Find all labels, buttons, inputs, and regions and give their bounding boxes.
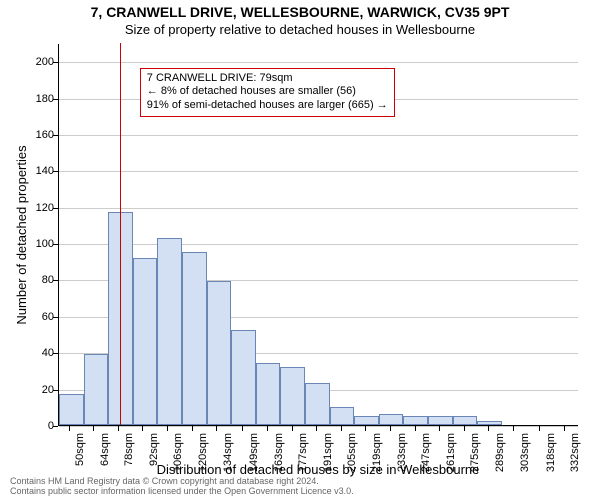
histogram-bar bbox=[477, 421, 502, 425]
histogram-bar bbox=[305, 383, 330, 425]
x-tick-label: 303sqm bbox=[519, 433, 531, 472]
histogram-bar bbox=[379, 414, 404, 425]
x-tick-label: 191sqm bbox=[322, 433, 334, 472]
y-tick-mark bbox=[53, 244, 58, 245]
gridline bbox=[59, 208, 578, 209]
x-tick-label: 177sqm bbox=[297, 433, 309, 472]
x-tick-mark bbox=[292, 426, 293, 431]
x-tick-label: 149sqm bbox=[248, 433, 260, 472]
x-tick-mark bbox=[341, 426, 342, 431]
y-tick-mark bbox=[53, 135, 58, 136]
x-tick-label: 318sqm bbox=[545, 433, 557, 472]
x-tick-label: 64sqm bbox=[99, 433, 111, 466]
annotation-line: ← 8% of detached houses are smaller (56) bbox=[147, 85, 388, 99]
histogram-bar bbox=[157, 238, 182, 425]
y-tick-mark bbox=[53, 280, 58, 281]
y-tick-mark bbox=[53, 353, 58, 354]
y-tick-label: 160 bbox=[36, 129, 54, 141]
histogram-bar bbox=[84, 354, 109, 425]
x-tick-label: 261sqm bbox=[445, 433, 457, 472]
x-tick-label: 247sqm bbox=[420, 433, 432, 472]
x-tick-mark bbox=[390, 426, 391, 431]
gridline bbox=[59, 426, 578, 427]
y-tick-mark bbox=[53, 426, 58, 427]
x-tick-label: 50sqm bbox=[74, 433, 86, 466]
plot-area: 7 CRANWELL DRIVE: 79sqm← 8% of detached … bbox=[58, 44, 578, 426]
x-tick-label: 233sqm bbox=[396, 433, 408, 472]
y-tick-mark bbox=[53, 317, 58, 318]
y-tick-mark bbox=[53, 62, 58, 63]
x-tick-label: 205sqm bbox=[346, 433, 358, 472]
x-tick-label: 289sqm bbox=[494, 433, 506, 472]
x-tick-label: 92sqm bbox=[148, 433, 160, 466]
x-tick-mark bbox=[365, 426, 366, 431]
y-tick-label: 140 bbox=[36, 165, 54, 177]
histogram-bar bbox=[428, 416, 453, 425]
gridline bbox=[59, 244, 578, 245]
x-tick-label: 78sqm bbox=[123, 433, 135, 466]
histogram-bar bbox=[231, 330, 256, 425]
x-tick-label: 332sqm bbox=[569, 433, 581, 472]
histogram-bar bbox=[354, 416, 379, 425]
x-tick-mark bbox=[93, 426, 94, 431]
x-tick-label: 134sqm bbox=[222, 433, 234, 472]
x-tick-mark bbox=[316, 426, 317, 431]
x-tick-mark bbox=[439, 426, 440, 431]
histogram-bar bbox=[256, 363, 281, 425]
x-tick-mark bbox=[242, 426, 243, 431]
chart-title-line1: 7, CRANWELL DRIVE, WELLESBOURNE, WARWICK… bbox=[0, 4, 600, 20]
chart-title-line2: Size of property relative to detached ho… bbox=[0, 22, 600, 37]
x-tick-mark bbox=[167, 426, 168, 431]
x-tick-mark bbox=[513, 426, 514, 431]
histogram-bar bbox=[182, 252, 207, 425]
histogram-bar bbox=[133, 258, 158, 425]
y-tick-mark bbox=[53, 171, 58, 172]
x-tick-mark bbox=[69, 426, 70, 431]
figure: 7, CRANWELL DRIVE, WELLESBOURNE, WARWICK… bbox=[0, 0, 600, 500]
y-axis-label: Number of detached properties bbox=[14, 44, 29, 426]
histogram-bar bbox=[280, 367, 305, 425]
x-tick-mark bbox=[488, 426, 489, 431]
gridline bbox=[59, 62, 578, 63]
annotation-box: 7 CRANWELL DRIVE: 79sqm← 8% of detached … bbox=[140, 68, 395, 117]
x-tick-mark bbox=[415, 426, 416, 431]
x-tick-label: 120sqm bbox=[197, 433, 209, 472]
y-tick-mark bbox=[53, 208, 58, 209]
y-tick-label: 120 bbox=[36, 202, 54, 214]
histogram-bar bbox=[403, 416, 428, 425]
x-tick-mark bbox=[267, 426, 268, 431]
x-tick-label: 275sqm bbox=[469, 433, 481, 472]
annotation-line: 7 CRANWELL DRIVE: 79sqm bbox=[147, 72, 388, 86]
x-tick-mark bbox=[118, 426, 119, 431]
y-tick-label: 100 bbox=[36, 238, 54, 250]
x-tick-mark bbox=[464, 426, 465, 431]
x-tick-mark bbox=[539, 426, 540, 431]
gridline bbox=[59, 171, 578, 172]
histogram-bar bbox=[207, 281, 232, 425]
x-tick-label: 219sqm bbox=[371, 433, 383, 472]
x-tick-label: 163sqm bbox=[273, 433, 285, 472]
x-tick-mark bbox=[142, 426, 143, 431]
annotation-line: 91% of semi-detached houses are larger (… bbox=[147, 99, 388, 113]
histogram-bar bbox=[453, 416, 478, 425]
y-tick-label: 200 bbox=[36, 56, 54, 68]
histogram-bar bbox=[59, 394, 84, 425]
credits-line2: Contains public sector information licen… bbox=[10, 486, 354, 497]
x-tick-mark bbox=[192, 426, 193, 431]
gridline bbox=[59, 135, 578, 136]
x-tick-mark bbox=[564, 426, 565, 431]
x-tick-label: 106sqm bbox=[172, 433, 184, 472]
y-tick-label: 180 bbox=[36, 93, 54, 105]
y-tick-mark bbox=[53, 99, 58, 100]
y-tick-mark bbox=[53, 390, 58, 391]
histogram-bar bbox=[330, 407, 355, 425]
property-marker-line bbox=[120, 43, 121, 425]
x-tick-mark bbox=[216, 426, 217, 431]
